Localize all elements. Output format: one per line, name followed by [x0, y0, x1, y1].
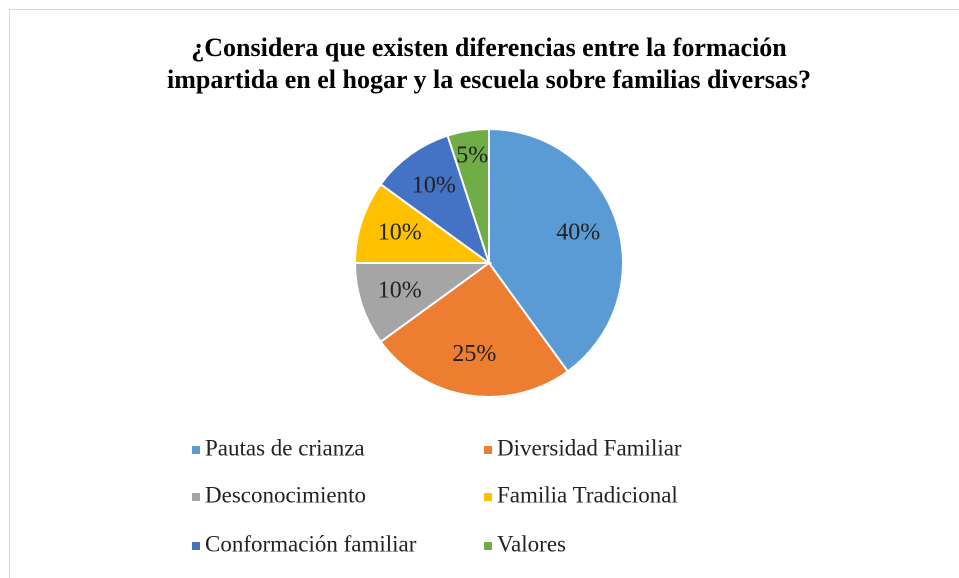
pie-slice — [353, 182, 493, 264]
data-label: 10% — [412, 173, 456, 199]
chart-title: impartida en el hogar y la escuela sobre… — [167, 65, 811, 94]
data-label: 5% — [456, 143, 488, 169]
legend-label: Conformación familiar — [205, 531, 417, 556]
pie-slice — [379, 261, 570, 398]
chart-title: ¿Considera que existen diferencias entre… — [191, 33, 787, 62]
legend-marker — [484, 542, 492, 550]
pie-slice — [353, 262, 493, 344]
legend-marker — [484, 493, 492, 501]
chart-border — [9, 9, 959, 578]
data-label: 25% — [452, 341, 496, 367]
data-label: 10% — [378, 277, 422, 303]
legend-label: Valores — [497, 531, 566, 556]
legend-label: Familia Tradicional — [497, 482, 678, 507]
legend-label: Diversidad Familiar — [497, 435, 682, 460]
data-label: 40% — [556, 220, 600, 246]
pie-slice — [446, 127, 490, 264]
legend-label: Pautas de crianza — [205, 435, 365, 460]
legend-marker — [192, 542, 200, 550]
legend-marker — [192, 493, 200, 501]
data-label: 10% — [378, 220, 422, 246]
legend-marker — [484, 446, 492, 454]
legend-label: Desconocimiento — [205, 482, 366, 507]
legend-marker — [192, 446, 200, 454]
pie-slice — [379, 134, 491, 266]
pie-slice — [488, 127, 624, 373]
